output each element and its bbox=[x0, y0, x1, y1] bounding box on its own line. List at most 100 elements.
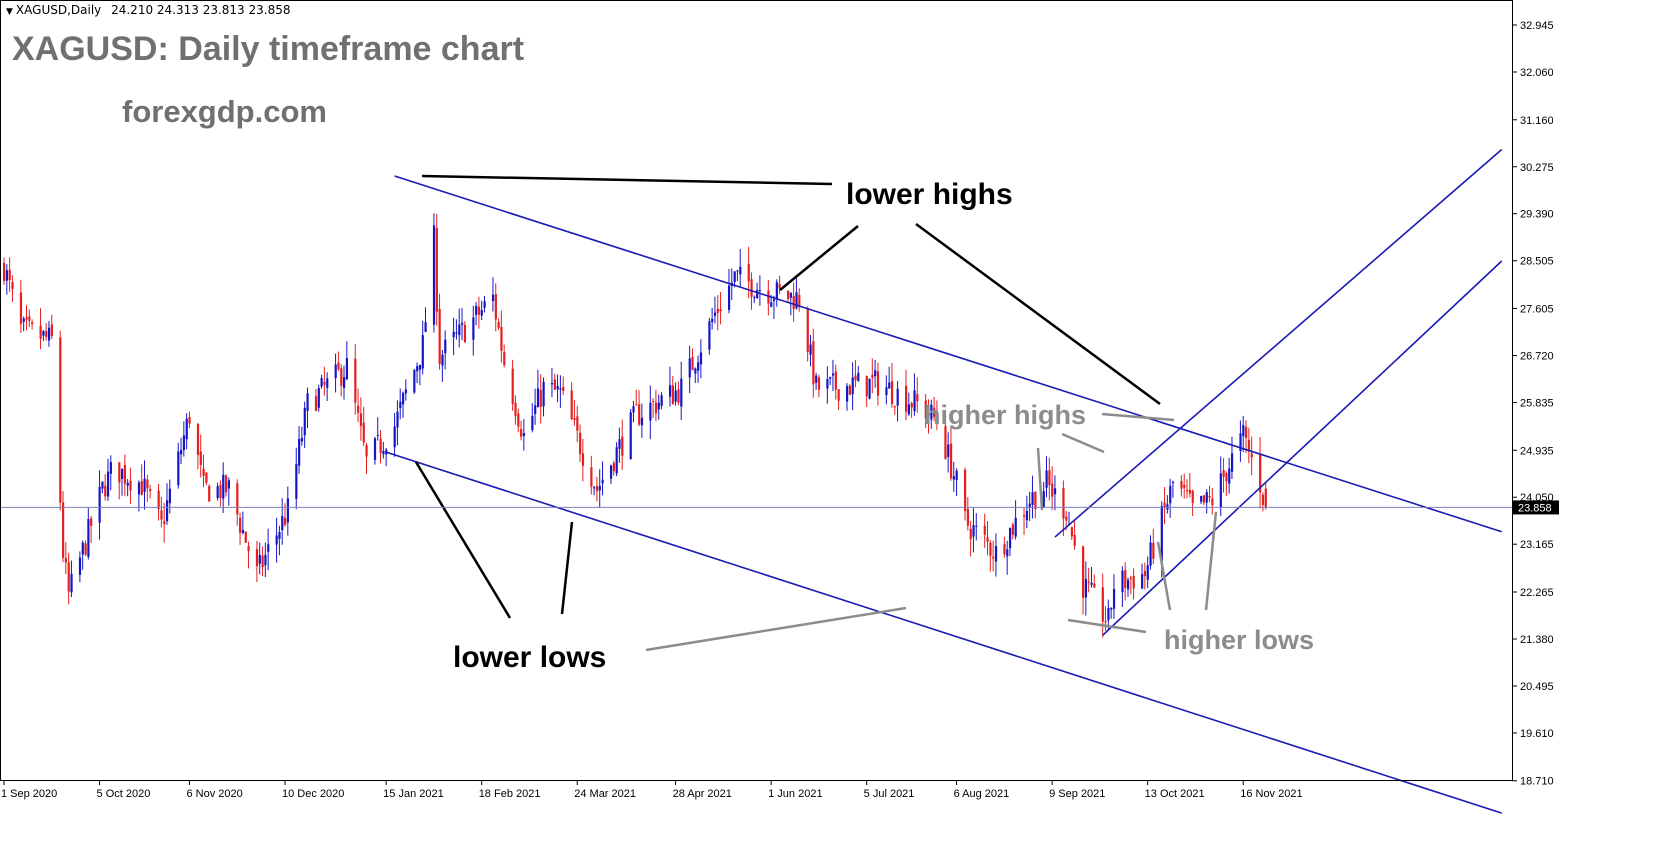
candle-body bbox=[1183, 484, 1186, 488]
candle-body bbox=[713, 312, 717, 316]
candle-body bbox=[885, 387, 888, 395]
lower-highs-label: lower highs bbox=[846, 178, 1013, 211]
candle-body bbox=[559, 388, 562, 390]
candle-body bbox=[275, 535, 278, 545]
candle-body bbox=[511, 368, 514, 404]
candle-body bbox=[846, 386, 849, 402]
candle-body bbox=[1146, 565, 1149, 580]
candle-body bbox=[590, 467, 593, 487]
candle-body bbox=[149, 489, 152, 492]
candle-body bbox=[126, 482, 129, 486]
candle-body bbox=[739, 266, 742, 275]
candle-body bbox=[905, 385, 908, 412]
candle-body bbox=[719, 309, 722, 312]
annotation-pointer-line bbox=[1204, 511, 1218, 611]
lower-lows-label: lower lows bbox=[453, 641, 606, 674]
candle-body bbox=[534, 405, 537, 415]
y-tick-label: 25.835 bbox=[1520, 397, 1554, 409]
x-tick-label: 6 Nov 2020 bbox=[186, 788, 242, 800]
candle-body bbox=[222, 474, 225, 499]
candle-body bbox=[418, 364, 422, 370]
candle-body bbox=[789, 292, 792, 298]
candle-body bbox=[570, 390, 573, 420]
chart-title: XAGUSD: Daily timeframe chart bbox=[12, 30, 524, 68]
candle-body bbox=[494, 294, 497, 320]
x-tick-label: 1 Sep 2020 bbox=[1, 788, 57, 800]
candle-body bbox=[255, 549, 259, 567]
candle-body bbox=[708, 321, 711, 350]
candle-body bbox=[475, 305, 478, 315]
candle-body bbox=[1121, 570, 1124, 593]
candle-body bbox=[1143, 570, 1147, 577]
candle-body bbox=[182, 435, 186, 450]
candle-body bbox=[812, 341, 815, 385]
candle-body bbox=[837, 389, 840, 401]
candle-body bbox=[1149, 542, 1152, 566]
candle-body bbox=[542, 381, 545, 407]
candle-body bbox=[798, 294, 801, 306]
y-tick-label: 20.495 bbox=[1520, 681, 1554, 693]
candle-body bbox=[393, 426, 396, 448]
candle-body bbox=[1208, 496, 1211, 498]
candle-body bbox=[621, 436, 624, 456]
x-tick-label: 18 Feb 2021 bbox=[479, 788, 541, 800]
candle-body bbox=[444, 339, 447, 354]
candle-body bbox=[90, 518, 93, 526]
candle-body bbox=[727, 285, 731, 310]
candle-body bbox=[888, 382, 891, 389]
candle-body bbox=[654, 402, 658, 414]
candle-body bbox=[11, 282, 14, 289]
dropdown-triangle-icon[interactable]: ▼ bbox=[6, 7, 13, 17]
candle-body bbox=[1219, 473, 1222, 508]
candle-body bbox=[1245, 426, 1248, 439]
candle-body bbox=[64, 558, 68, 563]
candle-body bbox=[1205, 492, 1208, 503]
candle-body bbox=[281, 516, 284, 531]
candle-body bbox=[652, 401, 655, 403]
candle-body bbox=[1034, 492, 1037, 510]
candle-body bbox=[373, 438, 377, 460]
trend-line[interactable] bbox=[1054, 148, 1503, 538]
annotation-pointer-line bbox=[779, 225, 859, 291]
candle-body bbox=[517, 413, 520, 427]
trend-line[interactable] bbox=[394, 175, 1502, 533]
candle-body bbox=[216, 486, 219, 498]
candle-body bbox=[244, 531, 247, 543]
candle-body bbox=[1129, 577, 1133, 580]
candle-body bbox=[1104, 621, 1107, 623]
trend-line[interactable] bbox=[1102, 260, 1503, 636]
candle-body bbox=[983, 525, 986, 535]
candle-body bbox=[39, 325, 42, 339]
x-tick-label: 16 Nov 2021 bbox=[1240, 788, 1302, 800]
candle-body bbox=[834, 371, 837, 390]
candle-body bbox=[146, 479, 149, 489]
candle-body bbox=[986, 537, 989, 542]
symbol-header: ▼ XAGUSD,Daily 24.210 24.313 23.813 23.85… bbox=[6, 3, 291, 17]
annotation-pointer-line bbox=[1036, 447, 1044, 511]
trend-line[interactable] bbox=[385, 451, 1502, 814]
candle-body bbox=[520, 429, 523, 437]
candle-body bbox=[314, 396, 318, 411]
candle-body bbox=[907, 404, 911, 415]
candle-body bbox=[298, 438, 301, 466]
candle-body bbox=[1247, 439, 1251, 452]
candle-body bbox=[1202, 495, 1206, 503]
candle-body bbox=[924, 400, 927, 419]
candle-body bbox=[581, 453, 585, 466]
candle-body bbox=[851, 377, 854, 395]
y-tick-label: 27.605 bbox=[1520, 304, 1554, 316]
current-price-tag bbox=[1513, 500, 1559, 515]
candle-body bbox=[876, 371, 880, 396]
candle-body bbox=[432, 225, 436, 325]
candle-body bbox=[163, 521, 166, 525]
candle-body bbox=[455, 332, 458, 334]
candle-body bbox=[612, 462, 615, 472]
candle-body bbox=[267, 544, 270, 552]
candle-body bbox=[323, 381, 326, 385]
candle-body bbox=[477, 306, 481, 315]
candle-body bbox=[680, 378, 683, 407]
candle-body bbox=[806, 309, 809, 352]
candle-body bbox=[334, 364, 337, 379]
candle-body bbox=[786, 290, 790, 299]
